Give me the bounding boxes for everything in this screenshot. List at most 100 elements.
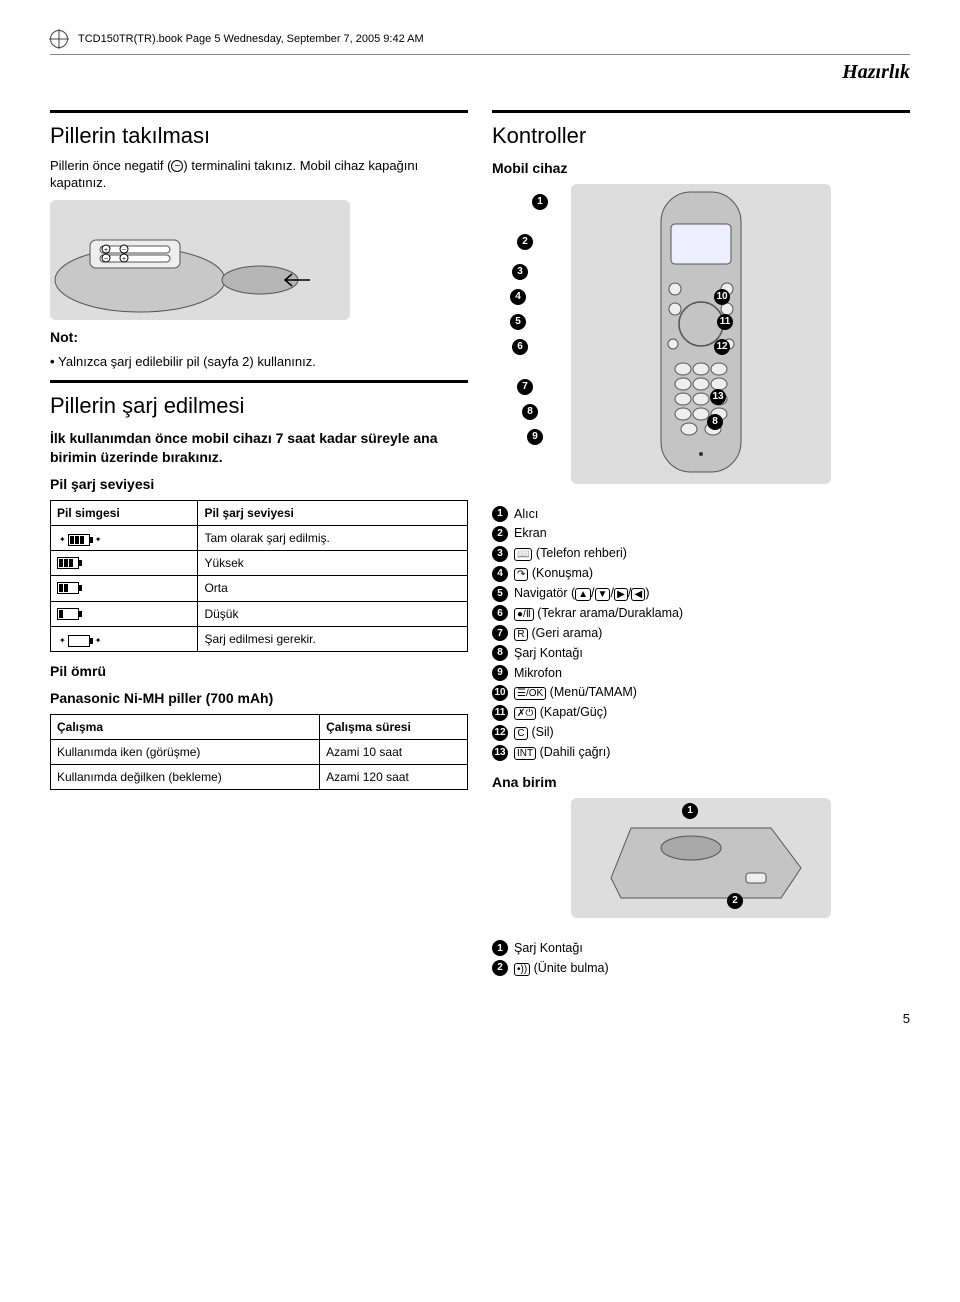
level-desc-cell: Tam olarak şarj edilmiş. bbox=[198, 525, 468, 550]
control-label: Ekran bbox=[514, 525, 547, 542]
battery-icon-cell bbox=[51, 601, 198, 626]
callout-number-icon: 9 bbox=[527, 429, 543, 445]
callout-number-icon: 4 bbox=[510, 289, 526, 305]
level-desc-cell: Şarj edilmesi gerekir. bbox=[198, 626, 468, 651]
heading-charge-level: Pil şarj seviyesi bbox=[50, 475, 468, 494]
table-header-row: Pil simgesi Pil şarj seviyesi bbox=[51, 500, 468, 525]
callout-number-icon: 1 bbox=[492, 506, 508, 522]
heading-battery-install: Pillerin takılması bbox=[50, 121, 468, 151]
t1: Pillerin önce negatif ( bbox=[50, 158, 171, 173]
control-label: Şarj Kontağı bbox=[514, 940, 583, 957]
control-label: Şarj Kontağı bbox=[514, 645, 583, 662]
list-item: 2 Ekran bbox=[492, 525, 910, 542]
battery-icon-cell bbox=[51, 576, 198, 601]
left-column: Pillerin takılması Pillerin önce negatif… bbox=[50, 100, 468, 980]
list-item: 4↷ (Konuşma) bbox=[492, 565, 910, 582]
callout-number-icon: 7 bbox=[517, 379, 533, 395]
print-header: TCD150TR(TR).book Page 5 Wednesday, Sept… bbox=[50, 30, 910, 55]
controls-list: 1 Alıcı 2 Ekran 3 📖 (Telefon rehberi) 4↷ (Konu… bbox=[492, 506, 910, 761]
dur-cell: Azami 120 saat bbox=[320, 765, 468, 790]
control-label: R (Geri arama) bbox=[514, 625, 602, 642]
level-desc-cell: Orta bbox=[198, 576, 468, 601]
content-columns: Pillerin takılması Pillerin önce negatif… bbox=[50, 100, 910, 980]
control-label: ☰/OK (Menü/TAMAM) bbox=[514, 684, 637, 701]
callout-number-icon: 3 bbox=[492, 546, 508, 562]
list-item: 1 Şarj Kontağı bbox=[492, 940, 910, 957]
heading-handset: Mobil cihaz bbox=[492, 159, 910, 178]
base-figure: 12 bbox=[492, 798, 910, 928]
base-controls-list: 1 Şarj Kontağı 2 •)) (Ünite bulma) bbox=[492, 940, 910, 977]
control-label: 📖 (Telefon rehberi) bbox=[514, 545, 627, 562]
svg-text:−: − bbox=[122, 247, 126, 254]
table-row: Kullanımda iken (görüşme)Azami 10 saat bbox=[51, 740, 468, 765]
page-number: 5 bbox=[50, 1010, 910, 1028]
control-label: INT (Dahili çağrı) bbox=[514, 744, 610, 761]
control-label: Navigatör (▲/▼/▶/◀) bbox=[514, 585, 650, 602]
callout-number-icon: 2 bbox=[727, 893, 743, 909]
table-row: Yüksek bbox=[51, 551, 468, 576]
table-row: Orta bbox=[51, 576, 468, 601]
batt-life-table: Çalışma Çalışma süresi Kullanımda iken (… bbox=[50, 714, 468, 791]
th-dur: Çalışma süresi bbox=[320, 714, 468, 739]
base-svg-icon bbox=[571, 798, 831, 918]
callout-number-icon: 1 bbox=[532, 194, 548, 210]
control-label: C (Sil) bbox=[514, 724, 554, 741]
table-row: Kullanımda değilken (bekleme)Azami 120 s… bbox=[51, 765, 468, 790]
right-column: Kontroller Mobil cihaz bbox=[492, 100, 910, 980]
callout-number-icon: 2 bbox=[492, 526, 508, 542]
table-row: Düşük bbox=[51, 601, 468, 626]
note-item: Yalnızca şarj edilebilir pil (sayfa 2) k… bbox=[50, 353, 468, 371]
th-level: Pil şarj seviyesi bbox=[198, 500, 468, 525]
callout-number-icon: 10 bbox=[492, 685, 508, 701]
list-item: 11 ✗⏻ (Kapat/Güç) bbox=[492, 704, 910, 721]
print-header-text: TCD150TR(TR).book Page 5 Wednesday, Sept… bbox=[78, 32, 424, 47]
mode-cell: Kullanımda değilken (bekleme) bbox=[51, 765, 320, 790]
battery-install-text: Pillerin önce negatif (−) terminalini ta… bbox=[50, 157, 468, 192]
list-item: 5 Navigatör (▲/▼/▶/◀) bbox=[492, 585, 910, 602]
list-item: 10 ☰/OK (Menü/TAMAM) bbox=[492, 684, 910, 701]
callout-number-icon: 8 bbox=[522, 404, 538, 420]
callout-number-icon: 13 bbox=[492, 745, 508, 761]
control-label: Alıcı bbox=[514, 506, 538, 523]
callout-number-icon: 7 bbox=[492, 625, 508, 641]
table-row: ✦✦Şarj edilmesi gerekir. bbox=[51, 626, 468, 651]
th-icon: Pil simgesi bbox=[51, 500, 198, 525]
handset-svg-icon bbox=[571, 184, 831, 484]
list-item: 2 •)) (Ünite bulma) bbox=[492, 960, 910, 977]
table-header-row: Çalışma Çalışma süresi bbox=[51, 714, 468, 739]
control-label: ↷ (Konuşma) bbox=[514, 565, 593, 582]
callout-number-icon: 1 bbox=[492, 940, 508, 956]
svg-text:+: + bbox=[104, 247, 108, 254]
control-label: Mikrofon bbox=[514, 665, 562, 682]
note-list: Yalnızca şarj edilebilir pil (sayfa 2) k… bbox=[50, 353, 468, 371]
control-label: ●/Ⅱ (Tekrar arama/Duraklama) bbox=[514, 605, 683, 622]
control-label: •)) (Ünite bulma) bbox=[514, 960, 609, 977]
callout-number-icon: 3 bbox=[512, 264, 528, 280]
crop-mark-icon bbox=[50, 30, 68, 48]
callout-number-icon: 11 bbox=[492, 705, 508, 721]
battery-svg-icon: + − − + bbox=[50, 200, 350, 320]
handset-illustration bbox=[571, 184, 831, 484]
callout-number-icon: 2 bbox=[492, 960, 508, 976]
callout-number-icon: 8 bbox=[707, 414, 723, 430]
svg-text:+: + bbox=[122, 256, 126, 263]
heading-battery-charge: Pillerin şarj edilmesi bbox=[50, 391, 468, 421]
battery-icon-cell: ✦✦ bbox=[51, 525, 198, 550]
handset-figure: 123456789101112138 bbox=[492, 184, 910, 494]
rule-2 bbox=[50, 380, 468, 383]
table-row: ✦✦Tam olarak şarj edilmiş. bbox=[51, 525, 468, 550]
callout-number-icon: 13 bbox=[710, 389, 726, 405]
svg-text:−: − bbox=[104, 256, 108, 263]
section-title: Hazırlık bbox=[50, 59, 910, 86]
list-item: 7 R (Geri arama) bbox=[492, 625, 910, 642]
rule-3 bbox=[492, 110, 910, 113]
control-label: ✗⏻ (Kapat/Güç) bbox=[514, 704, 607, 721]
callout-number-icon: 5 bbox=[492, 586, 508, 602]
callout-number-icon: 11 bbox=[717, 314, 733, 330]
battery-icon-cell bbox=[51, 551, 198, 576]
list-item: 3 📖 (Telefon rehberi) bbox=[492, 545, 910, 562]
list-item: 9Mikrofon bbox=[492, 665, 910, 682]
rule bbox=[50, 110, 468, 113]
note-label: Not: bbox=[50, 328, 468, 347]
callout-number-icon: 12 bbox=[492, 725, 508, 741]
